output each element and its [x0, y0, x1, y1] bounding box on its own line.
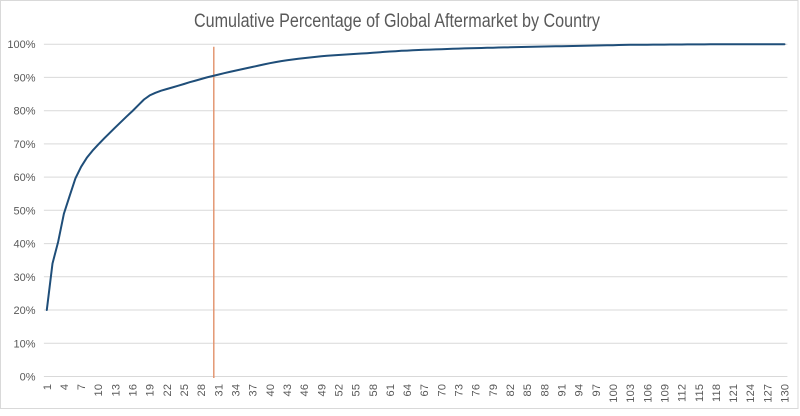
svg-text:7: 7: [76, 384, 88, 390]
svg-text:28: 28: [196, 384, 208, 397]
svg-text:20%: 20%: [13, 305, 35, 317]
svg-text:79: 79: [488, 384, 500, 397]
svg-text:80%: 80%: [13, 106, 35, 118]
svg-text:118: 118: [711, 384, 723, 402]
svg-text:Cumulative Percentage of Globa: Cumulative Percentage of Global Aftermar…: [194, 11, 600, 32]
svg-text:4: 4: [59, 384, 71, 390]
svg-text:130: 130: [780, 384, 792, 403]
svg-text:50%: 50%: [13, 205, 35, 217]
svg-text:43: 43: [282, 384, 294, 397]
svg-text:124: 124: [745, 384, 757, 403]
svg-text:40%: 40%: [13, 239, 35, 251]
svg-text:61: 61: [385, 384, 397, 397]
svg-text:121: 121: [728, 384, 740, 403]
svg-text:40: 40: [265, 384, 277, 397]
svg-text:127: 127: [762, 384, 774, 403]
svg-text:19: 19: [145, 384, 157, 397]
svg-text:90%: 90%: [13, 72, 35, 84]
svg-text:103: 103: [625, 384, 637, 403]
svg-text:112: 112: [677, 384, 689, 402]
svg-text:106: 106: [642, 384, 654, 403]
svg-text:10: 10: [93, 384, 105, 397]
svg-text:109: 109: [659, 384, 671, 403]
svg-text:100%: 100%: [7, 39, 35, 51]
svg-text:82: 82: [505, 384, 517, 397]
svg-text:73: 73: [454, 384, 466, 397]
svg-text:88: 88: [539, 384, 551, 397]
svg-text:22: 22: [162, 384, 174, 397]
svg-text:10%: 10%: [13, 338, 35, 350]
svg-text:97: 97: [591, 384, 603, 397]
svg-text:67: 67: [419, 384, 431, 397]
svg-text:70: 70: [436, 384, 448, 397]
svg-text:85: 85: [522, 384, 534, 397]
svg-text:76: 76: [471, 384, 483, 397]
svg-text:91: 91: [557, 384, 569, 397]
svg-text:58: 58: [368, 384, 380, 397]
svg-text:94: 94: [574, 384, 586, 397]
svg-text:64: 64: [402, 384, 414, 397]
svg-text:46: 46: [299, 384, 311, 397]
svg-text:13: 13: [110, 384, 122, 397]
svg-text:115: 115: [694, 384, 706, 402]
svg-text:30%: 30%: [13, 272, 35, 284]
svg-text:37: 37: [248, 384, 260, 397]
svg-text:31: 31: [213, 384, 225, 397]
svg-text:100: 100: [608, 384, 620, 403]
svg-text:49: 49: [316, 384, 328, 397]
svg-text:16: 16: [128, 384, 140, 397]
svg-text:25: 25: [179, 384, 191, 397]
svg-text:1: 1: [42, 384, 54, 390]
svg-text:34: 34: [231, 384, 243, 397]
svg-text:52: 52: [333, 384, 345, 397]
svg-text:0%: 0%: [20, 372, 36, 384]
svg-text:70%: 70%: [13, 139, 35, 151]
svg-text:55: 55: [351, 384, 363, 397]
svg-text:60%: 60%: [13, 172, 35, 184]
